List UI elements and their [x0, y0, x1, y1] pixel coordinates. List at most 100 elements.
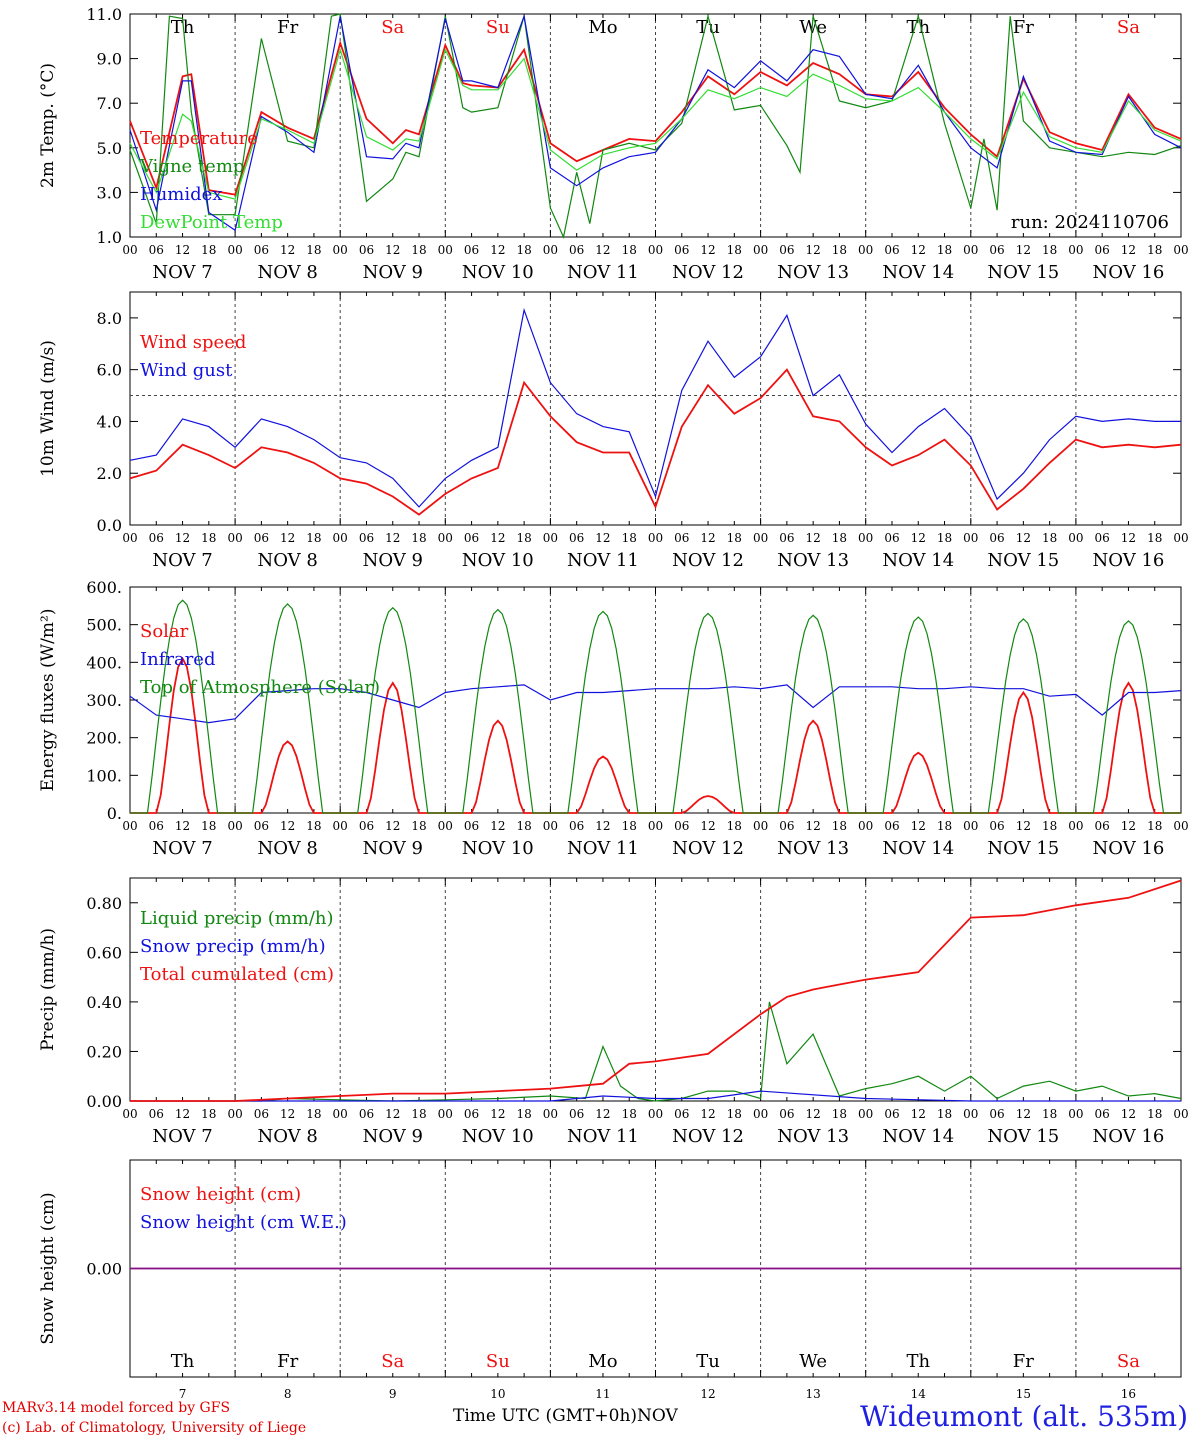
hour-tick-label: 18 — [937, 1107, 952, 1121]
hour-tick-label: 06 — [989, 819, 1004, 833]
day-abbr-label: Th — [906, 17, 930, 38]
date-label: NOV 13 — [777, 262, 849, 283]
day-abbr-label: Sa — [381, 17, 404, 38]
date-label: NOV 16 — [1093, 262, 1165, 283]
hour-tick-label: 06 — [569, 531, 584, 545]
hour-tick-label: 00 — [648, 1107, 663, 1121]
hour-tick-label: 00 — [543, 819, 558, 833]
hour-tick-label: 18 — [516, 243, 531, 257]
hour-tick-label: 06 — [884, 243, 899, 257]
legend-entry: Wind speed — [140, 332, 246, 353]
y-tick-label: 0.20 — [86, 1042, 122, 1061]
y-axis-title: Precip (mm/h) — [38, 928, 58, 1051]
date-label: NOV 15 — [987, 262, 1059, 283]
hour-tick-label: 00 — [963, 819, 978, 833]
hour-tick-label: 18 — [306, 819, 321, 833]
hour-tick-label: 06 — [464, 531, 479, 545]
hour-tick-label: 18 — [832, 531, 847, 545]
series-line-humidex — [129, 13, 1182, 232]
hour-tick-label: 06 — [779, 819, 794, 833]
hour-tick-label: 06 — [359, 1107, 374, 1121]
hour-tick-label: 12 — [385, 531, 400, 545]
y-tick-label: 600. — [86, 578, 122, 597]
hour-tick-label: 18 — [622, 1107, 637, 1121]
legend-entry: Solar — [140, 621, 189, 642]
date-label: NOV 15 — [987, 838, 1059, 859]
hour-tick-label: 00 — [753, 531, 768, 545]
hour-tick-label: 06 — [464, 1107, 479, 1121]
hour-tick-label: 12 — [806, 243, 821, 257]
date-label: NOV 12 — [672, 1126, 744, 1147]
hour-tick-label: 06 — [254, 819, 269, 833]
hour-tick-label: 06 — [149, 531, 164, 545]
series-line-infrared — [129, 684, 1182, 724]
day-number-label: 9 — [389, 1387, 397, 1401]
date-label: NOV 7 — [152, 262, 212, 283]
hour-tick-label: 06 — [779, 1107, 794, 1121]
day-number-label: 16 — [1121, 1387, 1136, 1401]
hour-tick-label: 00 — [438, 531, 453, 545]
hour-tick-label: 00 — [227, 531, 242, 545]
day-number-label: 15 — [1016, 1387, 1031, 1401]
hour-tick-label: 00 — [753, 819, 768, 833]
hour-tick-label: 06 — [254, 1107, 269, 1121]
date-label: NOV 8 — [257, 1126, 317, 1147]
panel-5: 0.00 Snow height (cm) Th Fr Sa Su Mo Tu We Th Fr Sa… — [38, 1159, 1182, 1401]
date-label: NOV 14 — [882, 262, 954, 283]
y-tick-label: 0.00 — [86, 1260, 122, 1279]
day-abbr-label: Fr — [277, 1351, 298, 1372]
y-tick-label: 6.0 — [97, 361, 122, 380]
hour-tick-label: 18 — [727, 531, 742, 545]
hour-tick-label: 00 — [1068, 1107, 1083, 1121]
hour-tick-label: 18 — [727, 819, 742, 833]
y-tick-label: 9.0 — [97, 50, 122, 69]
run-label: run: 2024110706 — [1011, 212, 1169, 233]
hour-tick-label: 12 — [1121, 1107, 1136, 1121]
hour-tick-label: 12 — [280, 1107, 295, 1121]
day-abbr-label: Su — [486, 17, 510, 38]
hour-tick-label: 12 — [1121, 243, 1136, 257]
hour-tick-label: 12 — [595, 531, 610, 545]
y-tick-label: 0.00 — [86, 1092, 122, 1111]
legend-entry: Liquid precip (mm/h) — [140, 908, 334, 929]
hour-tick-label: 12 — [911, 1107, 926, 1121]
hour-tick-label: 00 — [122, 1107, 137, 1121]
legend-entry: Wind gust — [140, 360, 233, 381]
day-abbr-label: Fr — [277, 17, 298, 38]
hour-tick-label: 00 — [963, 243, 978, 257]
date-label: NOV 8 — [257, 838, 317, 859]
hour-tick-label: 00 — [1068, 243, 1083, 257]
hour-tick-label: 06 — [149, 1107, 164, 1121]
day-number-label: 12 — [700, 1387, 715, 1401]
date-label: NOV 10 — [462, 838, 534, 859]
date-label: NOV 11 — [567, 262, 639, 283]
hour-tick-label: 00 — [543, 531, 558, 545]
series-line-liquid-precip-mm-h- — [130, 1001, 1182, 1102]
hour-tick-label: 06 — [254, 531, 269, 545]
hour-tick-label: 18 — [201, 1107, 216, 1121]
date-label: NOV 13 — [777, 838, 849, 859]
hour-tick-label: 18 — [201, 819, 216, 833]
hour-tick-label: 12 — [806, 531, 821, 545]
y-tick-label: 4.0 — [97, 412, 122, 431]
plot-frame — [129, 13, 1182, 238]
date-label: NOV 10 — [462, 262, 534, 283]
hour-tick-label: 18 — [622, 243, 637, 257]
y-tick-label: 0.0 — [97, 516, 122, 535]
hour-tick-label: 18 — [306, 531, 321, 545]
date-label: NOV 9 — [363, 550, 423, 571]
hour-tick-label: 12 — [490, 819, 505, 833]
hour-tick-label: 18 — [1147, 1107, 1162, 1121]
day-abbr-label: Fr — [1013, 17, 1034, 38]
series-line-wind-speed — [129, 368, 1182, 516]
date-label: NOV 11 — [567, 838, 639, 859]
hour-tick-label: 12 — [1016, 1107, 1031, 1121]
hour-tick-label: 18 — [1147, 531, 1162, 545]
hour-tick-label: 06 — [779, 243, 794, 257]
date-label: NOV 16 — [1093, 838, 1165, 859]
hour-tick-label: 06 — [569, 819, 584, 833]
hour-tick-label: 06 — [149, 243, 164, 257]
y-tick-label: 3.0 — [97, 183, 122, 202]
hour-tick-label: 00 — [858, 1107, 873, 1121]
y-tick-label: 11.0 — [86, 5, 122, 24]
